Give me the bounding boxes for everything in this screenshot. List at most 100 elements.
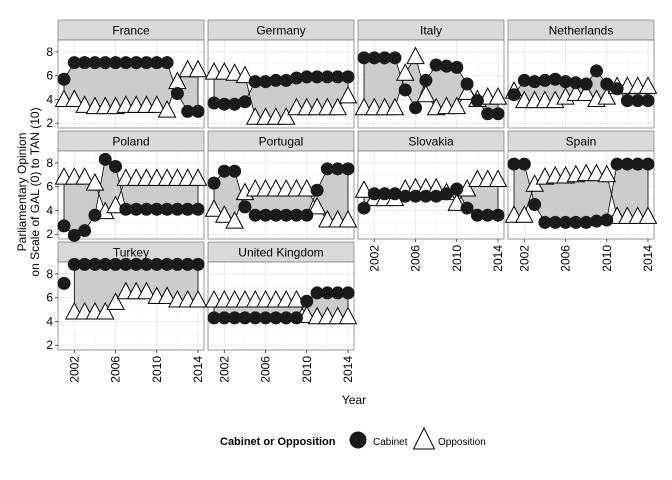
cabinet-point: [600, 77, 614, 91]
y-axis-title-line-1: Parliamentary Opinion: [15, 133, 29, 252]
cabinet-point: [579, 215, 593, 229]
panel-border: [357, 39, 505, 129]
cabinet-point: [620, 157, 634, 171]
cabinet-point: [409, 101, 423, 115]
cabinet-point: [559, 75, 573, 89]
opposition-point: [338, 306, 358, 325]
x-tick-label: 2002: [517, 245, 531, 272]
cabinet-point: [88, 56, 102, 70]
opposition-point: [638, 206, 658, 224]
cabinet-point: [207, 96, 221, 110]
cabinet-point: [248, 208, 262, 222]
cabinet-point: [119, 202, 133, 216]
cabinet-point: [160, 202, 174, 216]
panel-title: Turkey: [113, 246, 149, 260]
cabinet-point: [228, 164, 242, 178]
x-tick-label: 2006: [259, 356, 273, 383]
cabinet-point: [507, 157, 521, 171]
cabinet-point: [150, 257, 164, 271]
opposition-point: [188, 59, 208, 78]
panel-title: France: [112, 24, 150, 38]
cabinet-point: [279, 208, 293, 222]
cabinet-point: [191, 202, 205, 216]
x-tick-label: 2014: [641, 245, 655, 272]
y-tick-label: 6: [46, 291, 53, 305]
opposition-point: [488, 169, 508, 188]
cabinet-point: [300, 294, 314, 308]
cabinet-point: [378, 187, 392, 201]
cabinet-point: [139, 257, 153, 271]
cabinet-point: [491, 107, 505, 121]
x-tick-label: 2010: [300, 356, 314, 383]
opposition-point: [338, 85, 358, 104]
cabinet-point: [78, 56, 92, 70]
opposition-point: [188, 289, 208, 308]
cabinet-point: [341, 162, 355, 176]
cabinet-point: [259, 75, 273, 89]
x-tick-label: 2002: [217, 356, 231, 383]
cabinet-point: [398, 83, 412, 97]
cabinet-point: [409, 189, 423, 203]
cabinet-point: [129, 257, 143, 271]
cabinet-point: [139, 56, 153, 70]
cabinet-point: [238, 95, 252, 109]
cabinet-point: [67, 257, 81, 271]
cabinet-point: [129, 202, 143, 216]
opposition-series: [64, 281, 208, 320]
cabinet-point: [419, 189, 433, 203]
panels-layer: France 2 4 6 8 Germany Italy Netherlands Poland 2…: [46, 19, 658, 383]
cabinet-point: [450, 182, 464, 196]
cabinet-point: [119, 257, 133, 271]
cabinet-point: [248, 311, 262, 325]
cabinet-point: [170, 87, 184, 101]
cabinet-point: [98, 56, 112, 70]
cabinet-point: [279, 311, 293, 325]
opposition-point: [328, 97, 348, 116]
x-tick-label: 2006: [559, 245, 573, 272]
opposition-point: [137, 281, 156, 300]
cabinet-point: [300, 70, 314, 84]
cabinet-point: [67, 228, 81, 242]
cabinet-point: [109, 257, 123, 271]
y-tick-label: 8: [46, 45, 53, 59]
cabinet-point: [269, 208, 283, 222]
opposition-point: [638, 76, 658, 94]
opposition-point: [188, 168, 208, 186]
cabinet-point: [88, 208, 102, 222]
opposition-point: [457, 82, 477, 100]
cabinet-point: [259, 208, 273, 222]
y-tick-label: 4: [46, 92, 53, 106]
cabinet-point: [631, 94, 645, 108]
x-tick-label: 2010: [150, 356, 164, 383]
cabinet-point: [289, 208, 303, 222]
cabinet-point: [398, 189, 412, 203]
y-tick-label: 8: [46, 267, 53, 281]
x-tick-label: 2006: [109, 356, 123, 383]
opposition-point: [514, 205, 534, 223]
cabinet-series: [357, 182, 505, 222]
cabinet-point: [160, 257, 174, 271]
opposition-point: [225, 211, 244, 229]
opposition-point: [576, 83, 596, 102]
cabinet-point: [217, 164, 231, 178]
cabinet-point: [579, 77, 593, 91]
cabinet-point: [548, 72, 562, 86]
panel-border: [57, 150, 205, 240]
cabinet-point: [160, 56, 174, 70]
cabinet-point: [109, 159, 123, 173]
cabinet-point: [139, 202, 153, 216]
cabinet-point: [88, 257, 102, 271]
cabinet-point: [129, 56, 143, 70]
cabinet-point: [341, 70, 355, 84]
opposition-point: [276, 107, 296, 125]
panel-portugal: Portugal: [204, 130, 358, 240]
cabinet-point: [207, 176, 221, 190]
cabinet-point: [491, 208, 505, 222]
x-tick-label: 2014: [491, 245, 505, 272]
panel-germany: Germany: [204, 19, 358, 129]
opposition-series: [204, 178, 358, 229]
cabinet-point: [181, 202, 195, 216]
cabinet-point: [207, 311, 221, 325]
cabinet-point: [507, 88, 521, 102]
cabinet-series: [207, 70, 355, 111]
